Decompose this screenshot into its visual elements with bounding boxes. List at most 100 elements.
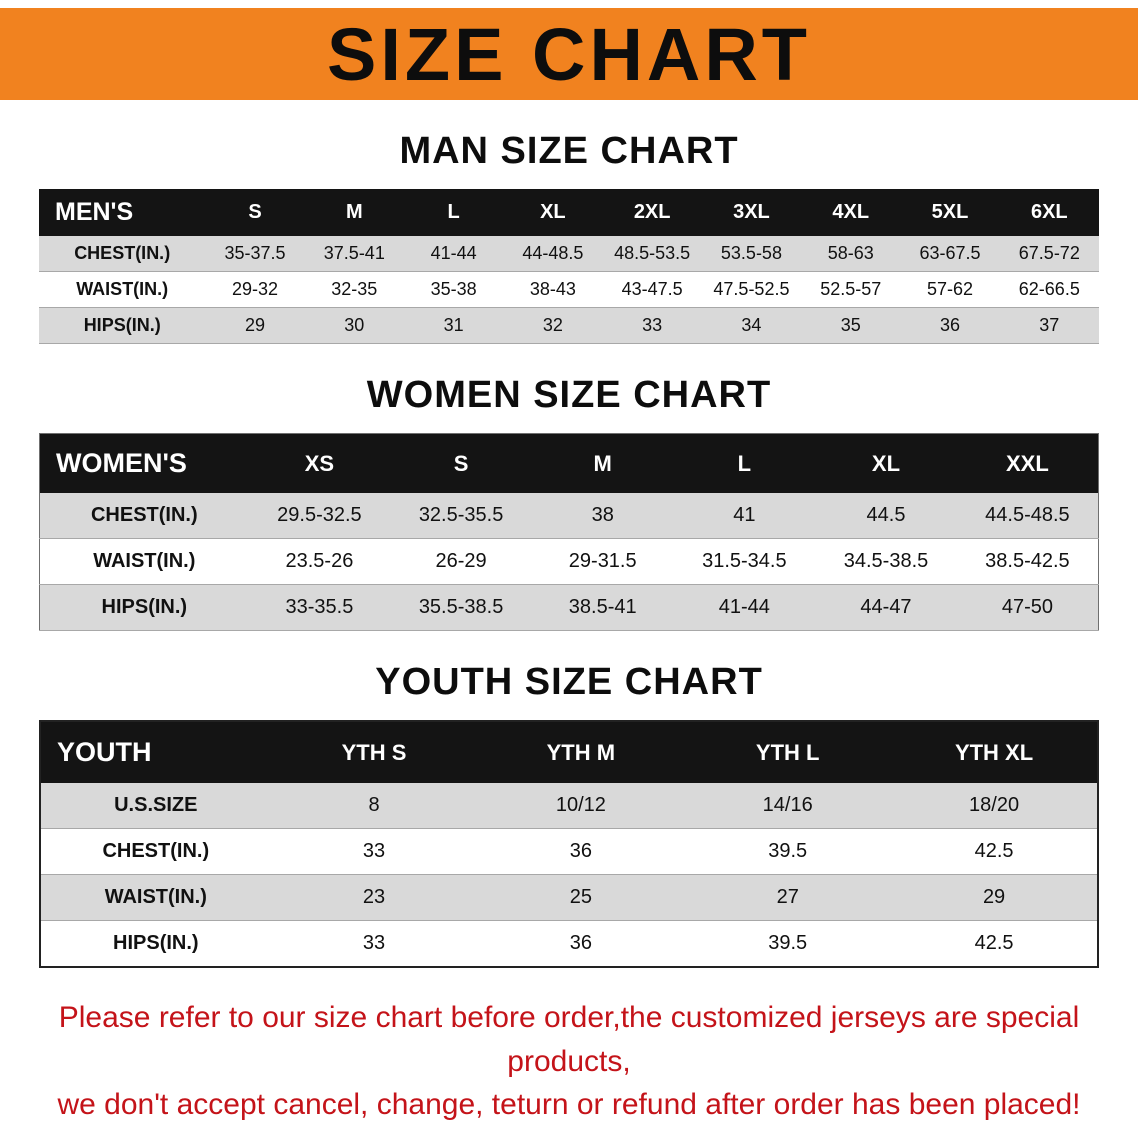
size-header-cell: YTH S: [341, 739, 407, 765]
youth-section-heading: YOUTH SIZE CHART: [375, 661, 763, 703]
value-cell: 23: [362, 886, 386, 908]
size-header-cell: 4XL: [832, 201, 870, 223]
value-cell: 38.5-41: [568, 596, 637, 618]
value-cell: 34: [741, 315, 762, 335]
value-cell: 41-44: [430, 243, 477, 263]
value-cell: 41-44: [718, 596, 770, 618]
table-row: CHEST(IN.) 35-37.5 37.5-41 41-44 44-48.5 48.5…: [39, 236, 1099, 272]
size-header-cell: 2XL: [633, 201, 671, 223]
size-header-cell: YTH M: [546, 739, 616, 765]
value-cell: 38-43: [529, 279, 576, 299]
value-cell: 38: [591, 504, 614, 526]
value-cell: 43-47.5: [621, 279, 683, 299]
women-size-table: WOMEN'S XS S M L XL XXL CHEST(IN.) 29.5-32.5 32.5…: [39, 433, 1099, 631]
table-row: WAIST(IN.) 23.5-26 26-29 29-31.5 31.5-34.5 34…: [39, 538, 1099, 585]
row-label-cell: WAIST(IN.): [104, 886, 207, 908]
value-cell: 44.5-48.5: [985, 504, 1070, 526]
table-header-row: YOUTH YTH S YTH M YTH L YTH XL: [40, 721, 1098, 783]
table-row: U.S.SIZE 8 10/12 14/16 18/20: [40, 783, 1098, 829]
value-cell: 23.5-26: [285, 550, 354, 572]
size-header-cell: S: [248, 201, 262, 223]
table-row: CHEST(IN.) 33 36 39.5 42.5: [40, 828, 1098, 875]
value-cell: 37.5-41: [323, 243, 385, 263]
size-header-cell: S: [453, 450, 469, 476]
table-header-row: MEN'S S M L XL 2XL 3XL 4XL 5XL 6XL: [39, 189, 1099, 236]
value-cell: 47.5-52.5: [713, 279, 790, 299]
notice-line-2: we don't accept cancel, change, teturn o…: [57, 1088, 1081, 1121]
value-cell: 42.5: [974, 932, 1014, 954]
value-cell: 39.5: [768, 932, 808, 954]
banner: SIZE CHART: [0, 8, 1138, 100]
value-cell: 67.5-72: [1018, 243, 1080, 263]
size-header-cell: YTH XL: [954, 739, 1034, 765]
value-cell: 33: [642, 315, 663, 335]
value-cell: 42.5: [974, 840, 1014, 862]
value-cell: 18/20: [969, 794, 1020, 816]
value-cell: 35-37.5: [224, 243, 286, 263]
table-row: HIPS(IN.) 29 30 31 32 33 34 35 36 37: [39, 307, 1099, 344]
value-cell: 29-31.5: [568, 550, 637, 572]
row-label-cell: HIPS(IN.): [83, 315, 161, 335]
value-cell: 35.5-38.5: [418, 596, 504, 618]
table-row: CHEST(IN.) 29.5-32.5 32.5-35.5 38 41 44.5 44.5…: [39, 493, 1099, 539]
value-cell: 29: [245, 315, 266, 335]
value-cell: 27: [776, 886, 799, 908]
footer-notice: Please refer to our size chart before or…: [16, 996, 1122, 1127]
men-size-table: MEN'S S M L XL 2XL 3XL 4XL 5XL 6XL CHEST(IN.) 35-37…: [39, 189, 1099, 344]
value-cell: 44.5: [866, 504, 906, 526]
table-header-row: WOMEN'S XS S M L XL XXL: [39, 433, 1099, 493]
value-cell: 32: [542, 315, 563, 335]
youth-size-section: YOUTH SIZE CHART YOUTH YTH S YTH M YTH L YTH…: [0, 661, 1138, 968]
value-cell: 35: [840, 315, 861, 335]
table-row: WAIST(IN.) 23 25 27 29: [40, 874, 1098, 921]
value-cell: 39.5: [768, 840, 808, 862]
row-label-cell: CHEST(IN.): [102, 840, 210, 862]
value-cell: 33: [362, 840, 386, 862]
value-cell: 31: [443, 315, 464, 335]
value-cell: 37: [1039, 315, 1060, 335]
value-cell: 8: [368, 794, 380, 816]
notice-line-1: Please refer to our size chart before or…: [58, 1001, 1080, 1078]
size-header-cell: 5XL: [931, 201, 969, 223]
value-cell: 58-63: [827, 243, 874, 263]
value-cell: 44-47: [860, 596, 912, 618]
size-header-cell: 3XL: [733, 201, 770, 223]
row-label-cell: U.S.SIZE: [114, 794, 198, 816]
size-header-cell: M: [593, 450, 612, 476]
size-header-cell: M: [345, 201, 363, 223]
size-header-cell: XS: [304, 450, 335, 476]
value-cell: 35-38: [430, 279, 477, 299]
value-cell: 48.5-53.5: [614, 243, 691, 263]
value-cell: 32.5-35.5: [418, 504, 504, 526]
value-cell: 52.5-57: [820, 279, 882, 299]
value-cell: 57-62: [926, 279, 974, 299]
table-row: HIPS(IN.) 33 36 39.5 42.5: [40, 920, 1098, 967]
value-cell: 26-29: [435, 550, 487, 572]
value-cell: 14/16: [762, 794, 813, 816]
value-cell: 63-67.5: [919, 243, 981, 263]
value-cell: 47-50: [1001, 596, 1053, 618]
value-cell: 33: [362, 932, 386, 954]
value-cell: 25: [569, 886, 592, 908]
women-section-heading: WOMEN SIZE CHART: [366, 374, 772, 416]
value-cell: 41: [733, 504, 756, 526]
table-row: HIPS(IN.) 33-35.5 35.5-38.5 38.5-41 41-44 44-…: [39, 584, 1099, 631]
value-cell: 31.5-34.5: [702, 550, 787, 572]
size-header-cell: XL: [871, 450, 901, 476]
row-label-cell: CHEST(IN.): [90, 504, 198, 526]
value-cell: 30: [344, 315, 365, 335]
table-title-cell: MEN'S: [55, 198, 134, 226]
women-size-section: WOMEN SIZE CHART WOMEN'S XS S M L XL XXL CHEST(…: [0, 374, 1138, 631]
table-row: WAIST(IN.) 29-32 32-35 35-38 38-43 43-47.5 47.…: [39, 271, 1099, 308]
men-size-section: MAN SIZE CHART MEN'S S M L XL 2XL 3XL 4XL 5XL 6XL…: [0, 130, 1138, 344]
value-cell: 36: [569, 932, 592, 954]
value-cell: 62-66.5: [1018, 279, 1080, 299]
row-label-cell: HIPS(IN.): [113, 932, 199, 954]
row-label-cell: WAIST(IN.): [93, 550, 196, 572]
value-cell: 32-35: [331, 279, 378, 299]
value-cell: 33-35.5: [285, 596, 354, 618]
value-cell: 53.5-58: [720, 243, 782, 263]
value-cell: 34.5-38.5: [843, 550, 929, 572]
table-title-cell: YOUTH: [57, 737, 152, 767]
